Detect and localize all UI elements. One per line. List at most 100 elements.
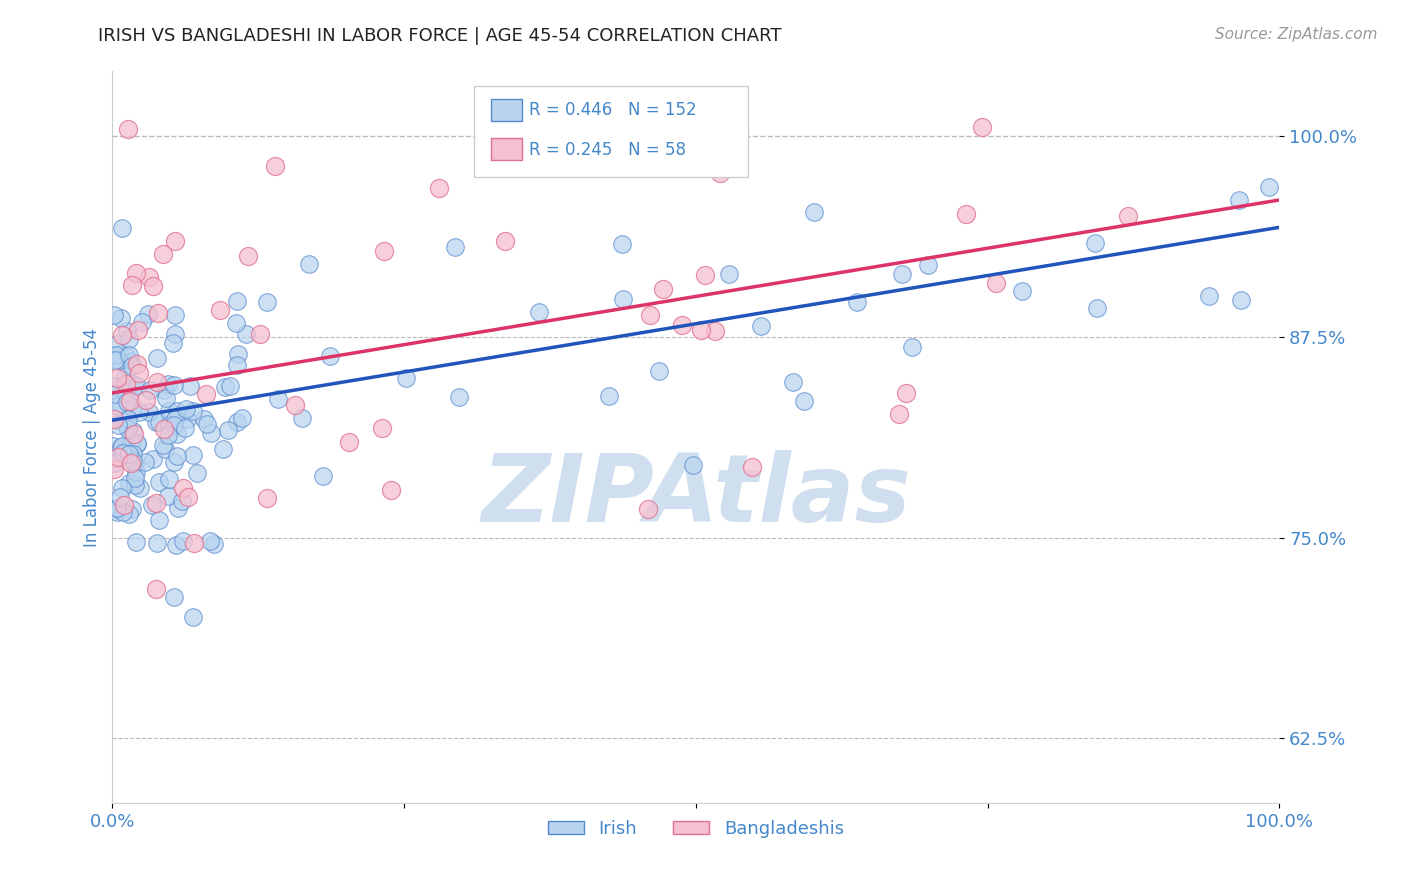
Point bbox=[145, 496, 167, 510]
Point bbox=[152, 438, 174, 452]
Point bbox=[172, 481, 194, 495]
Point bbox=[110, 490, 132, 504]
Point bbox=[166, 403, 188, 417]
Point bbox=[970, 120, 993, 134]
Point bbox=[163, 327, 186, 342]
Point bbox=[105, 505, 128, 519]
Point bbox=[115, 385, 138, 400]
Point bbox=[163, 590, 186, 604]
Point bbox=[1257, 180, 1279, 194]
Point bbox=[217, 423, 239, 437]
Point bbox=[598, 389, 620, 403]
Point bbox=[195, 386, 218, 401]
Point bbox=[717, 267, 740, 281]
Point bbox=[181, 448, 204, 462]
Point bbox=[148, 475, 170, 489]
Point bbox=[157, 472, 180, 486]
Text: IRISH VS BANGLADESHI IN LABOR FORCE | AGE 45-54 CORRELATION CHART: IRISH VS BANGLADESHI IN LABOR FORCE | AG… bbox=[98, 27, 782, 45]
Point bbox=[131, 315, 153, 329]
Point bbox=[124, 377, 146, 392]
Point bbox=[110, 415, 132, 429]
Point bbox=[163, 455, 186, 469]
FancyBboxPatch shape bbox=[491, 99, 522, 121]
Point bbox=[380, 483, 402, 497]
Point bbox=[118, 507, 141, 521]
Point bbox=[114, 368, 136, 383]
Point bbox=[894, 385, 917, 400]
Point bbox=[128, 405, 150, 419]
Point bbox=[226, 415, 249, 429]
Point bbox=[165, 308, 187, 322]
Point bbox=[648, 364, 671, 378]
Point bbox=[186, 467, 208, 481]
Point bbox=[319, 349, 342, 363]
Point bbox=[101, 439, 124, 453]
Point bbox=[225, 316, 247, 330]
Point bbox=[142, 452, 165, 467]
Point bbox=[1116, 209, 1139, 223]
Point bbox=[447, 391, 470, 405]
Point bbox=[118, 447, 141, 461]
Point bbox=[157, 404, 180, 418]
Point bbox=[111, 446, 134, 460]
Point bbox=[157, 376, 180, 391]
Point bbox=[917, 258, 939, 272]
Point bbox=[193, 412, 215, 426]
Point bbox=[231, 410, 253, 425]
Point bbox=[682, 458, 704, 472]
Point bbox=[782, 376, 804, 390]
Point bbox=[955, 206, 977, 220]
Point bbox=[145, 582, 167, 596]
Point bbox=[107, 399, 129, 413]
Point bbox=[793, 393, 815, 408]
Point bbox=[226, 346, 249, 360]
Point bbox=[118, 393, 141, 408]
Point bbox=[111, 481, 134, 495]
Point bbox=[612, 237, 634, 252]
Y-axis label: In Labor Force | Age 45-54: In Labor Force | Age 45-54 bbox=[83, 327, 101, 547]
Point bbox=[638, 308, 661, 322]
Point bbox=[127, 436, 149, 450]
Text: R = 0.446   N = 152: R = 0.446 N = 152 bbox=[529, 101, 697, 120]
Point bbox=[284, 398, 307, 412]
Point bbox=[125, 535, 148, 549]
Point bbox=[162, 335, 184, 350]
Point bbox=[145, 415, 167, 429]
Point bbox=[891, 267, 914, 281]
Point bbox=[256, 295, 278, 310]
Point bbox=[177, 490, 200, 504]
Point bbox=[148, 416, 170, 430]
Point bbox=[181, 404, 204, 418]
Point bbox=[124, 471, 146, 485]
Point bbox=[118, 348, 141, 362]
Point bbox=[120, 355, 142, 369]
Point bbox=[157, 428, 180, 442]
Point bbox=[141, 498, 163, 512]
Point bbox=[122, 426, 145, 441]
Point bbox=[138, 384, 160, 398]
Point bbox=[121, 424, 143, 438]
Point bbox=[103, 308, 125, 322]
Point bbox=[208, 303, 231, 318]
Point bbox=[121, 359, 143, 374]
Point bbox=[103, 456, 125, 470]
Point bbox=[214, 380, 236, 394]
Point bbox=[104, 386, 127, 401]
Legend: Irish, Bangladeshis: Irish, Bangladeshis bbox=[541, 813, 851, 845]
Point bbox=[111, 439, 134, 453]
Point bbox=[153, 383, 176, 397]
Point bbox=[312, 469, 335, 483]
Point bbox=[235, 326, 257, 341]
Point bbox=[1085, 301, 1108, 315]
Point bbox=[652, 282, 675, 296]
Point bbox=[612, 293, 634, 307]
Point bbox=[157, 489, 180, 503]
Point bbox=[183, 536, 205, 550]
Point bbox=[117, 361, 139, 376]
Point bbox=[266, 392, 288, 406]
Point bbox=[176, 412, 198, 426]
Point bbox=[690, 323, 713, 337]
Point bbox=[1084, 236, 1107, 251]
Point bbox=[115, 376, 138, 391]
Point bbox=[709, 166, 731, 180]
